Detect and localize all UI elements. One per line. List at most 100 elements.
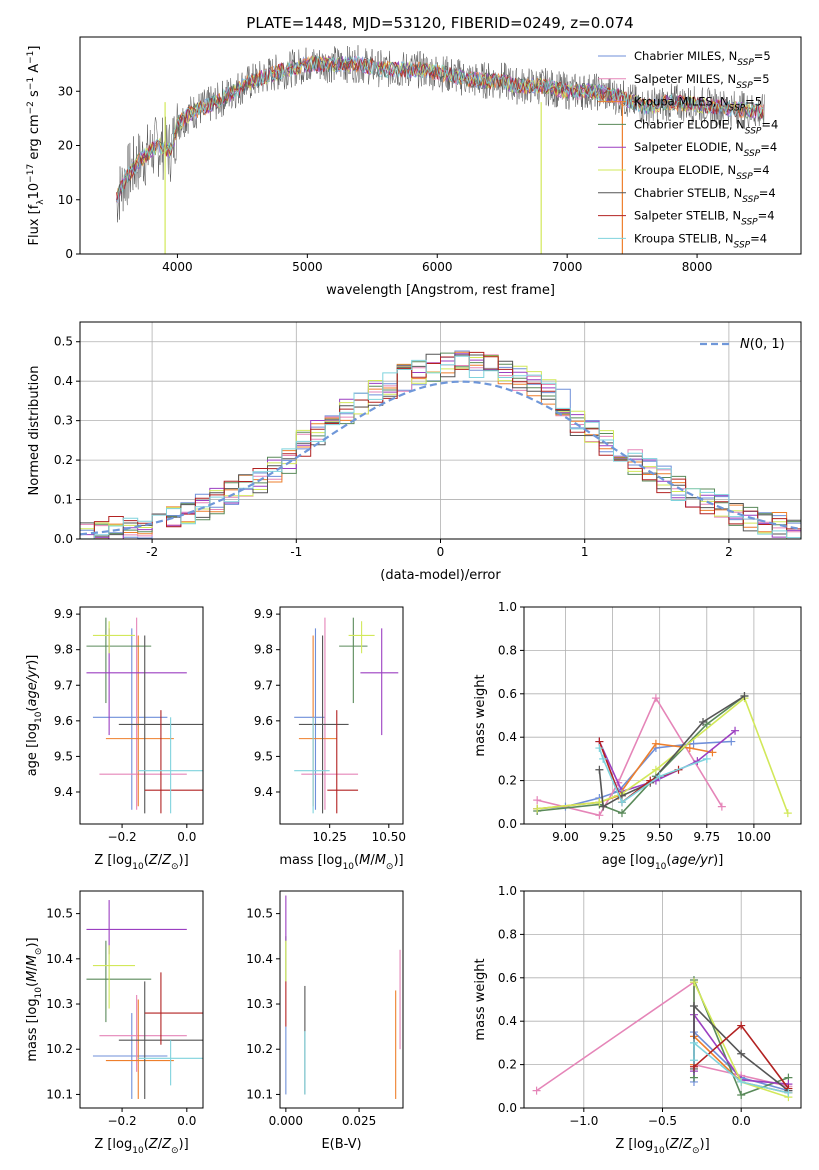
label-part: ⊙ [692, 1146, 700, 1156]
y-tick-label: 10.5 [46, 907, 73, 921]
label-part: )] [179, 853, 189, 868]
y-tick-label: 0.6 [498, 971, 517, 985]
label-part: M [375, 853, 386, 868]
weight-marker [699, 718, 708, 727]
label-part: M [25, 955, 40, 966]
x-tick-label: -2 [146, 545, 158, 559]
x-tick-label: −0.2 [108, 1114, 137, 1128]
x-tick-label: −0.2 [108, 830, 137, 844]
y-axis-label: mass weight [473, 958, 488, 1040]
y-axis-label: mass [log10(M/M⊙)] [25, 937, 44, 1061]
y-tick-label: 1.0 [498, 600, 517, 614]
label-part: SSP [744, 149, 761, 159]
y-tick-label: 0.0 [498, 817, 517, 831]
label-part: Kroupa ELODIE, N [634, 163, 736, 177]
y-axis-label: mass weight [473, 674, 488, 756]
y-tick-label: 10 [58, 193, 73, 207]
weight-marker [617, 809, 626, 818]
legend-entry: Kroupa MILES, NSSP=5 [634, 95, 762, 114]
label-part: ( [144, 1137, 149, 1152]
label-part: Z [161, 1137, 172, 1152]
y-tick-label: 10.5 [246, 907, 273, 921]
label-part: ⊙ [171, 862, 179, 872]
y-tick-label: 9.8 [54, 643, 73, 657]
x-tick-label: 10.00 [737, 830, 771, 844]
y-tick-label: 1.0 [498, 884, 517, 898]
y-tick-label: 0.1 [54, 493, 73, 507]
y-tick-label: 0.3 [54, 414, 73, 428]
label-part: Flux [f [27, 204, 42, 245]
x-tick-label: 0.025 [342, 1114, 376, 1128]
label-part: )] [179, 1137, 189, 1152]
label-part: / [370, 853, 375, 868]
label-part: mass [log [279, 853, 342, 868]
legend-entry: Salpeter MILES, NSSP=5 [634, 72, 770, 91]
y-axis-label: Normed distribution [27, 366, 42, 496]
y-tick-label: 10.3 [246, 997, 273, 1011]
axes-mass_vs_EBV: 0.000 0.025 10.1 10.2 10.3 10.4 10.5 [246, 890, 404, 1128]
y-tick-label: 0.4 [54, 374, 73, 388]
axes-massweight_vs_age: 9.00 9.25 9.50 9.75 10.00 0.0 0.2 0.4 0.6 0.8 1.0 [498, 600, 802, 844]
x-tick-label: 0.0 [177, 1114, 196, 1128]
weight-marker [655, 772, 664, 781]
label-part: SSP [736, 81, 753, 91]
x-tick-label: 9.25 [599, 830, 626, 844]
axes-frame [79, 890, 204, 1109]
label-part: )] [393, 853, 403, 868]
label-part: M [25, 971, 40, 982]
label-part: )] [713, 853, 723, 868]
histogram-8 [80, 355, 801, 539]
plot-area-mass_vs_EBV [285, 895, 401, 1099]
weight-series-6 [598, 695, 745, 808]
label-part: erg cm [27, 114, 42, 163]
y-tick-label: 10.4 [246, 952, 273, 966]
label-part: )] [25, 655, 40, 665]
axes-frame [79, 606, 204, 825]
y-tick-label: 10.2 [46, 1042, 73, 1056]
label-part: =4 [750, 231, 767, 245]
x-tick-label: 9.50 [646, 830, 673, 844]
weight-marker [702, 754, 711, 763]
x-tick-label: −1.0 [569, 1114, 598, 1128]
histogram-7 [80, 351, 801, 539]
legend-entry: Chabrier MILES, NSSP=5 [634, 49, 771, 68]
label-part: =4 [758, 209, 775, 223]
model-spectrum-8 [116, 55, 764, 203]
weight-marker [685, 744, 694, 753]
weight-marker [717, 802, 726, 811]
x-axis-label: (data-model)/error [380, 568, 501, 583]
axes-mass_vs_Z: −0.2 0.0 10.1 10.2 10.3 10.4 10.5 [46, 890, 204, 1128]
frame-residual_hist: -2 -1 0 1 2 0.0 0.1 0.2 0.3 0.4 0.5 [54, 321, 802, 559]
weight-marker [689, 1038, 698, 1047]
label-part: / [679, 1137, 684, 1152]
weight-marker [651, 694, 660, 703]
x-axis-label: Z [log10(Z/Z⊙)] [94, 1137, 188, 1156]
y-tick-label: 9.5 [254, 749, 273, 763]
weight-series-6 [693, 1004, 789, 1092]
weight-marker [689, 739, 698, 748]
x-axis-label: Z [log10(Z/Z⊙)] [615, 1137, 709, 1156]
axes-frame [523, 606, 802, 825]
y-tick-label: 0.0 [498, 1101, 517, 1115]
legend-entry: Kroupa ELODIE, NSSP=4 [634, 163, 770, 182]
y-tick-label: 30 [58, 84, 73, 98]
frame-age_vs_mass: 10.25 10.50 9.4 9.5 9.6 9.7 9.8 9.9 [254, 606, 406, 844]
legend-entry: Salpeter STELIB, NSSP=4 [634, 209, 775, 228]
frame-mass_vs_EBV: 0.000 0.025 10.1 10.2 10.3 10.4 10.5 [246, 890, 404, 1128]
label-part: SSP [737, 58, 754, 68]
label-part: =4 [760, 140, 777, 154]
weight-marker [651, 765, 660, 774]
normal-reference-curve [80, 380, 801, 536]
label-part: Z [669, 1137, 680, 1152]
label-part: 10 [653, 1146, 665, 1156]
y-tick-label: 0.8 [498, 643, 517, 657]
y-tick-label: 10.3 [46, 997, 73, 1011]
label-part: =5 [745, 95, 762, 109]
label-part: Z [log [94, 853, 132, 868]
label-part: Salpeter STELIB, N [634, 209, 741, 223]
label-part: Chabrier MILES, N [634, 49, 737, 63]
axes-spectrum: 4000 5000 6000 7000 8000 0 10 20 30 [58, 36, 802, 274]
y-tick-label: 0 [65, 247, 73, 261]
